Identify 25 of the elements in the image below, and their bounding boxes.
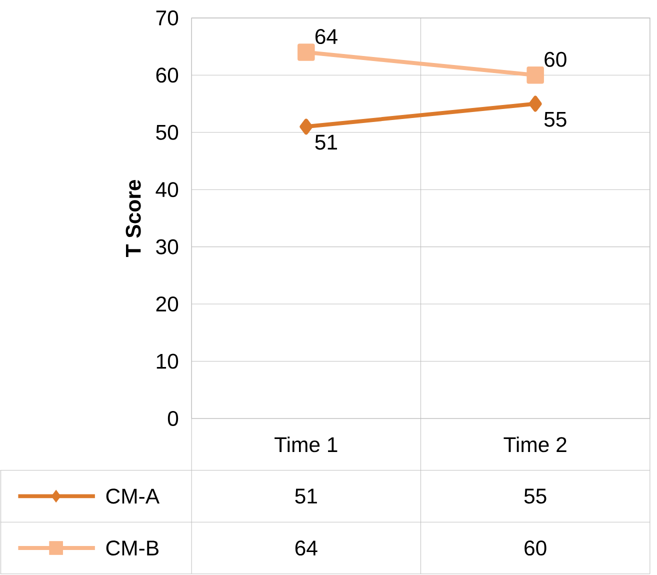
y-tick-label: 10: [156, 354, 178, 369]
text: 60: [544, 52, 566, 67]
y-tick-label: 60: [156, 68, 178, 83]
data-label: 55: [524, 488, 546, 504]
x-tick-label: Time 2: [504, 436, 566, 452]
y-tick-label: 40: [156, 182, 178, 198]
data-label: 51: [295, 488, 317, 504]
point: [298, 44, 315, 61]
y-tick-label: 30: [156, 239, 178, 254]
text: 64: [315, 29, 338, 44]
legend-label: CM-B: [106, 540, 158, 556]
y-axis-title: T Score: [126, 180, 141, 258]
y-tick-label: 70: [156, 10, 178, 26]
legend-label: CM-A: [106, 488, 160, 504]
text: 51: [315, 134, 337, 150]
y-tick-label: 20: [156, 296, 178, 312]
y-tick-label: 0: [168, 411, 178, 426]
point: [526, 66, 544, 84]
data-label: 60: [524, 540, 546, 556]
x-tick-label: Time 1: [274, 436, 338, 452]
text: 55: [544, 112, 566, 127]
data-label: 64: [295, 540, 318, 556]
point: [528, 96, 542, 112]
y-tick-label: 50: [156, 124, 178, 140]
point: [300, 118, 313, 135]
